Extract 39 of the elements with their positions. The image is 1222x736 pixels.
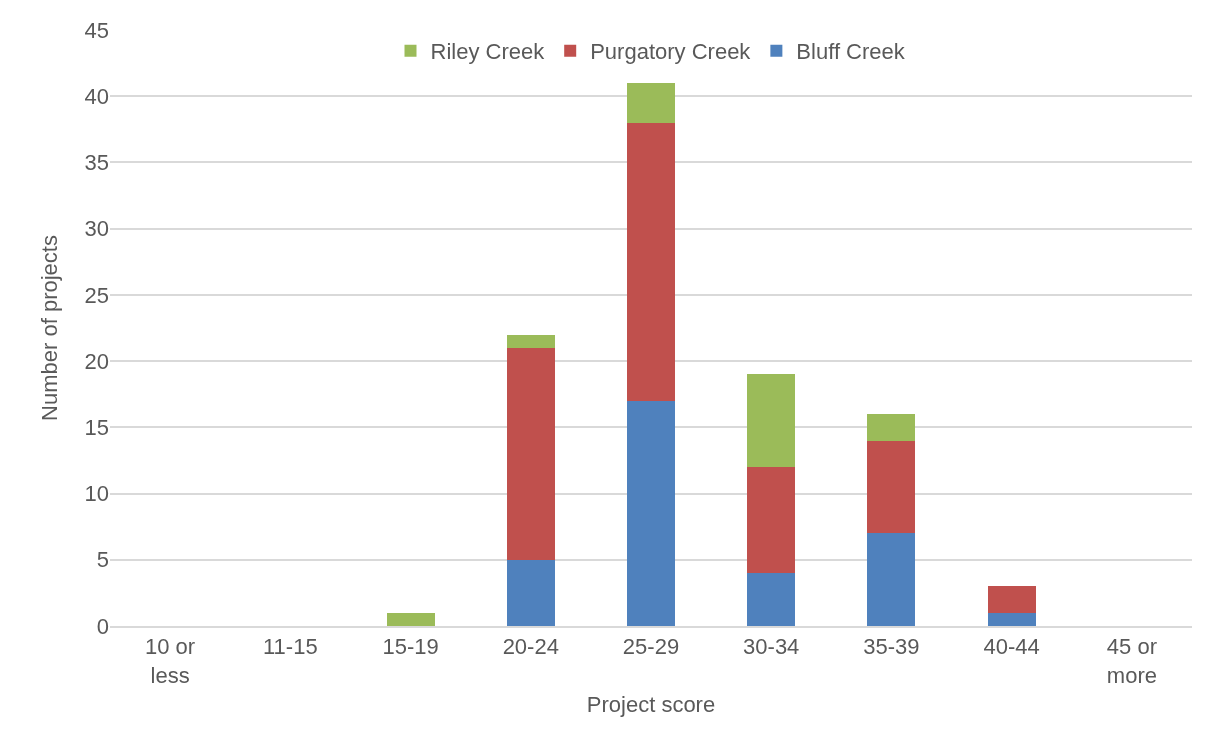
y-tick-label: 25	[84, 282, 109, 308]
bar	[867, 533, 916, 626]
y-tick-label: 30	[84, 216, 109, 242]
bar	[747, 374, 796, 468]
x-tick-label: 20-24	[502, 634, 559, 660]
y-tick-label: 20	[84, 348, 109, 374]
bar	[867, 414, 916, 441]
bar	[747, 573, 796, 626]
bar	[506, 347, 555, 560]
bar	[626, 400, 676, 626]
y-tick-label: 45	[84, 17, 109, 43]
bar	[626, 122, 676, 401]
legend-label: Bluff Creek	[796, 39, 906, 65]
x-tick-label: 11-15	[263, 634, 318, 660]
y-axis-title: Number of projects	[37, 235, 63, 421]
x-tick-label: 10 or less	[145, 634, 196, 688]
y-tick-label: 0	[96, 613, 109, 639]
x-tick-label: 45 or more	[1106, 634, 1157, 688]
bar	[506, 559, 555, 626]
bar	[987, 612, 1036, 626]
bar	[626, 82, 676, 123]
bar	[867, 440, 916, 534]
x-tick-label: 15-19	[382, 634, 439, 660]
bar	[506, 334, 555, 348]
bar	[987, 586, 1036, 613]
x-tick-label: 30-34	[743, 634, 800, 660]
y-tick-label: 40	[84, 83, 109, 109]
bar	[386, 612, 435, 626]
bar	[747, 467, 796, 574]
x-tick-label: 35-39	[863, 634, 920, 660]
y-tick-label: 10	[84, 481, 109, 507]
x-axis-title: Project score	[586, 692, 716, 718]
x-tick-label: 40-44	[983, 634, 1040, 660]
y-tick-label: 35	[84, 150, 109, 176]
y-tick-label: 5	[96, 547, 109, 573]
y-tick-label: 15	[84, 415, 109, 441]
x-tick-label: 25-29	[622, 634, 680, 660]
legend-label: Riley Creek	[430, 39, 546, 65]
legend-label: Purgatory Creek	[590, 39, 752, 65]
